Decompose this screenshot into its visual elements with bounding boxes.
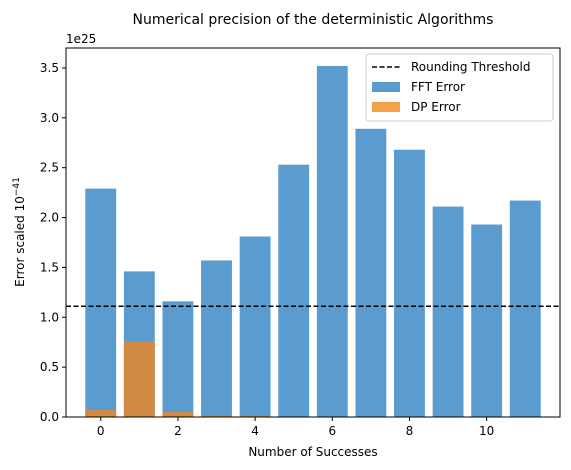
x-axis-label: Number of Successes xyxy=(248,445,377,459)
dp-error-bar xyxy=(85,410,117,417)
y-tick-label: 3.0 xyxy=(40,111,59,125)
x-axis: 0 2 4 6 8 10 xyxy=(97,417,494,438)
y-axis-label: Error scaled 10−41 xyxy=(12,177,27,287)
dp-error-bar xyxy=(123,341,155,417)
legend-dp-swatch xyxy=(372,102,400,112)
chart-title: Numerical precision of the deterministic… xyxy=(133,12,494,28)
bar-layer xyxy=(85,65,541,418)
legend-dp-label: DP Error xyxy=(411,100,461,114)
legend-fft-swatch xyxy=(372,82,400,92)
fft-error-bar xyxy=(278,164,310,417)
y-offset-text: 1e25 xyxy=(66,32,96,46)
x-tick-label: 10 xyxy=(479,424,494,438)
y-tick-label: 3.5 xyxy=(40,61,59,75)
y-tick-label: 1.5 xyxy=(40,260,59,274)
y-axis-label-base: Error scaled 10 xyxy=(13,196,27,287)
y-tick-label: 2.5 xyxy=(40,161,59,175)
y-tick-label: 1.0 xyxy=(40,310,59,324)
plot-frame xyxy=(65,47,561,418)
x-tick-label: 6 xyxy=(328,424,336,438)
fft-error-bar xyxy=(316,65,348,417)
fft-error-bar xyxy=(162,301,194,417)
legend-frame xyxy=(365,53,554,122)
y-axis-label-exponent: −41 xyxy=(12,177,22,196)
fft-error-bar xyxy=(85,188,117,417)
legend-threshold-label: Rounding Threshold xyxy=(411,60,530,74)
fft-error-bar xyxy=(355,128,387,418)
y-tick-label: 2.0 xyxy=(40,211,59,225)
fft-error-bar xyxy=(509,200,541,417)
x-tick-label: 4 xyxy=(251,424,259,438)
fft-error-bar xyxy=(471,224,503,417)
y-tick-label: 0.0 xyxy=(40,410,59,424)
dp-error-bar xyxy=(162,412,194,417)
legend: Rounding Threshold FFT Error DP Error xyxy=(365,53,554,122)
y-tick-label: 0.5 xyxy=(40,360,59,374)
x-tick-label: 0 xyxy=(97,424,105,438)
y-axis: 0.0 0.5 1.0 1.5 2.0 2.5 3.0 3.5 xyxy=(40,61,66,424)
fft-error-bar xyxy=(239,236,271,417)
fft-error-bar xyxy=(432,206,464,417)
fft-error-bar xyxy=(394,149,425,418)
fft-error-bar xyxy=(201,260,232,417)
legend-fft-label: FFT Error xyxy=(411,80,465,94)
x-tick-label: 8 xyxy=(406,424,414,438)
x-tick-label: 2 xyxy=(174,424,182,438)
